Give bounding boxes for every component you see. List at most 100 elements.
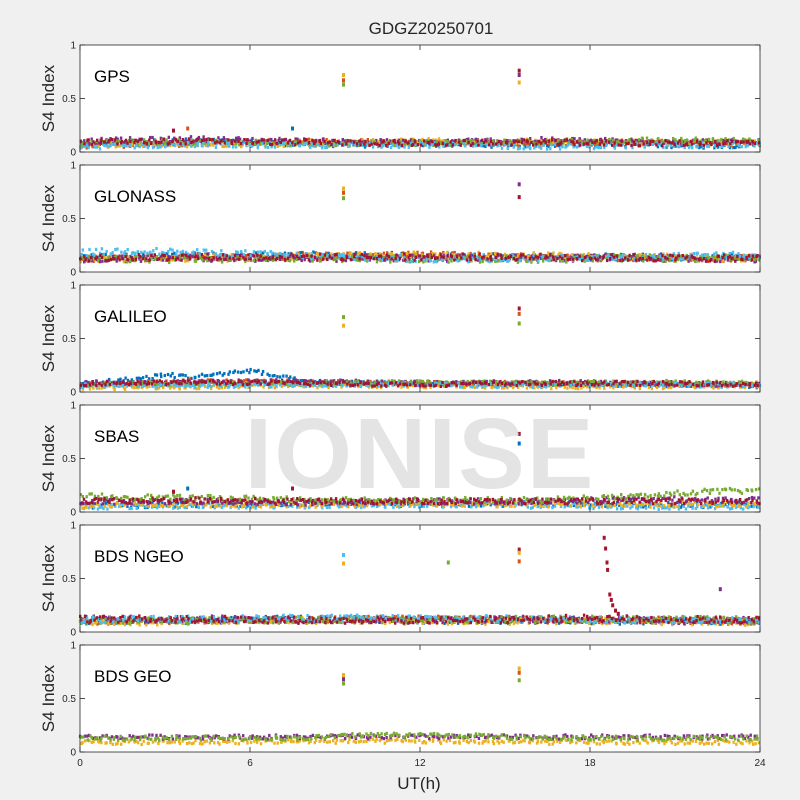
data-point xyxy=(721,255,724,260)
data-point xyxy=(434,138,437,142)
data-point xyxy=(288,259,292,263)
data-point xyxy=(191,255,194,259)
data-point xyxy=(398,256,402,260)
data-point xyxy=(660,139,664,143)
data-point xyxy=(468,255,471,259)
outlier-point xyxy=(172,128,175,133)
data-point xyxy=(422,382,426,386)
data-point xyxy=(623,383,626,387)
data-point xyxy=(431,252,434,256)
data-point xyxy=(605,258,609,263)
data-point xyxy=(659,254,662,258)
data-point xyxy=(577,138,580,143)
data-point xyxy=(329,379,333,383)
data-point xyxy=(592,142,596,146)
data-point xyxy=(422,258,426,262)
data-point xyxy=(442,144,445,148)
data-point xyxy=(547,259,551,263)
data-point xyxy=(111,254,115,258)
data-point xyxy=(356,254,359,258)
data-point xyxy=(83,142,86,146)
data-point xyxy=(604,136,607,141)
data-point xyxy=(464,139,468,143)
data-point xyxy=(254,251,258,255)
data-point xyxy=(173,144,177,148)
data-point xyxy=(373,139,376,144)
data-point xyxy=(140,142,144,146)
data-point xyxy=(680,139,683,143)
data-point xyxy=(156,257,159,261)
data-point xyxy=(191,140,195,144)
data-point xyxy=(209,386,213,391)
data-point xyxy=(546,253,549,257)
data-point xyxy=(179,250,182,255)
data-point xyxy=(220,142,223,146)
data-point xyxy=(717,254,720,259)
data-point xyxy=(206,259,209,263)
data-point xyxy=(499,253,503,257)
data-point xyxy=(563,138,566,142)
data-point xyxy=(394,141,397,145)
data-point xyxy=(156,146,159,150)
data-point xyxy=(408,253,411,257)
data-point xyxy=(117,378,120,382)
data-point xyxy=(278,254,282,259)
data-point xyxy=(632,140,636,144)
data-point xyxy=(638,144,641,148)
data-point xyxy=(167,257,171,261)
data-point xyxy=(753,141,756,145)
data-point xyxy=(592,139,595,143)
data-point xyxy=(674,379,677,383)
data-point xyxy=(232,254,235,258)
data-point xyxy=(158,257,161,261)
data-point xyxy=(170,385,173,389)
data-point xyxy=(295,382,298,386)
data-point xyxy=(350,140,353,144)
data-point xyxy=(469,138,472,143)
data-point xyxy=(407,145,410,149)
data-point xyxy=(757,141,761,145)
data-point xyxy=(255,140,258,144)
data-point xyxy=(298,140,302,144)
data-point xyxy=(578,254,581,258)
data-point xyxy=(661,253,664,258)
data-point xyxy=(392,259,395,263)
data-point xyxy=(637,253,641,257)
data-point xyxy=(215,255,218,259)
data-point xyxy=(202,135,205,139)
data-point xyxy=(296,137,299,141)
data-point xyxy=(503,138,506,142)
data-point xyxy=(568,382,571,386)
data-point xyxy=(379,259,382,263)
data-point xyxy=(555,386,558,390)
data-point xyxy=(85,146,88,150)
data-point xyxy=(691,142,694,146)
data-point xyxy=(88,142,91,146)
data-point xyxy=(615,140,619,144)
data-point xyxy=(532,143,535,147)
data-point xyxy=(476,258,480,262)
data-point xyxy=(90,143,94,147)
data-point xyxy=(165,138,168,142)
data-point xyxy=(209,142,212,146)
data-point xyxy=(291,143,294,147)
data-point xyxy=(457,255,460,259)
data-point xyxy=(731,141,735,145)
data-point xyxy=(579,379,582,383)
data-point xyxy=(367,255,371,260)
data-point xyxy=(416,379,419,383)
data-point xyxy=(341,138,344,142)
data-point xyxy=(161,138,164,142)
data-point xyxy=(173,255,176,259)
data-point xyxy=(644,255,648,259)
data-point xyxy=(95,145,98,149)
data-point xyxy=(242,370,245,374)
data-point xyxy=(446,250,449,254)
data-point xyxy=(410,253,413,257)
data-point xyxy=(530,254,534,258)
data-point xyxy=(397,138,401,142)
data-point xyxy=(601,256,605,260)
data-point xyxy=(506,253,509,258)
data-point xyxy=(637,140,640,144)
data-point xyxy=(281,138,284,142)
